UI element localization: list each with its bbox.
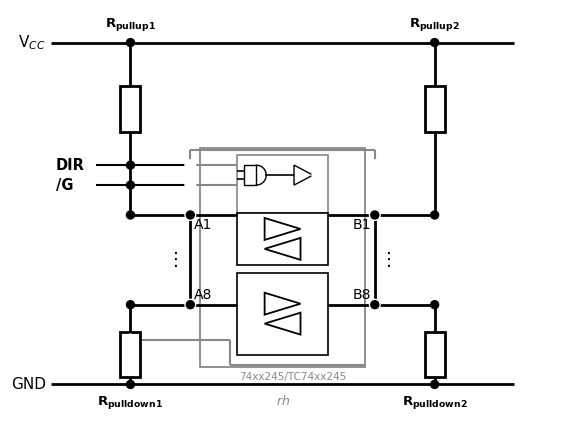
Circle shape: [185, 160, 195, 170]
Circle shape: [127, 161, 134, 169]
Polygon shape: [264, 313, 301, 335]
Text: A1: A1: [194, 218, 212, 232]
Text: B1: B1: [353, 218, 371, 232]
Bar: [237, 155, 328, 213]
Text: A8: A8: [194, 288, 212, 302]
Circle shape: [127, 301, 134, 308]
Bar: [237, 273, 328, 354]
Circle shape: [186, 211, 194, 219]
Circle shape: [370, 210, 380, 220]
Circle shape: [127, 38, 134, 46]
Circle shape: [371, 211, 379, 219]
Bar: [120, 86, 141, 132]
Circle shape: [185, 210, 195, 220]
Bar: [200, 148, 365, 368]
Circle shape: [312, 171, 320, 179]
Text: $\mathbf{R_{pulldown1}}$: $\mathbf{R_{pulldown1}}$: [98, 395, 163, 411]
Circle shape: [431, 381, 438, 388]
Circle shape: [431, 38, 438, 46]
Circle shape: [431, 301, 438, 308]
Circle shape: [431, 211, 438, 219]
Polygon shape: [264, 218, 301, 240]
Circle shape: [185, 300, 195, 310]
Text: ⋮: ⋮: [167, 251, 185, 269]
Circle shape: [186, 301, 194, 308]
Text: GND: GND: [11, 377, 46, 392]
Polygon shape: [264, 238, 301, 260]
Circle shape: [185, 180, 195, 190]
Polygon shape: [294, 165, 313, 185]
Circle shape: [125, 335, 136, 344]
Text: ⋮: ⋮: [380, 251, 398, 269]
Circle shape: [370, 160, 380, 170]
Text: /G: /G: [56, 178, 73, 192]
Circle shape: [127, 211, 134, 219]
Circle shape: [127, 381, 134, 388]
Bar: [425, 332, 445, 377]
Text: 74xx245/TC74xx245: 74xx245/TC74xx245: [239, 373, 346, 382]
Text: V$_{CC}$: V$_{CC}$: [18, 33, 46, 52]
Bar: [237, 213, 328, 265]
Bar: [120, 332, 141, 377]
Bar: [244, 165, 257, 185]
Text: $\mathit{rh}$: $\mathit{rh}$: [276, 395, 290, 408]
Polygon shape: [264, 293, 301, 315]
Circle shape: [370, 300, 380, 310]
Circle shape: [371, 301, 379, 308]
Text: B8: B8: [353, 288, 371, 302]
Circle shape: [127, 181, 134, 189]
Bar: [425, 86, 445, 132]
Text: $\mathbf{R_{pullup1}}$: $\mathbf{R_{pullup1}}$: [105, 16, 156, 32]
Text: $\mathbf{R_{pulldown2}}$: $\mathbf{R_{pulldown2}}$: [402, 395, 467, 411]
Text: $\mathbf{R_{pullup2}}$: $\mathbf{R_{pullup2}}$: [409, 16, 460, 32]
Text: DIR: DIR: [56, 158, 85, 173]
